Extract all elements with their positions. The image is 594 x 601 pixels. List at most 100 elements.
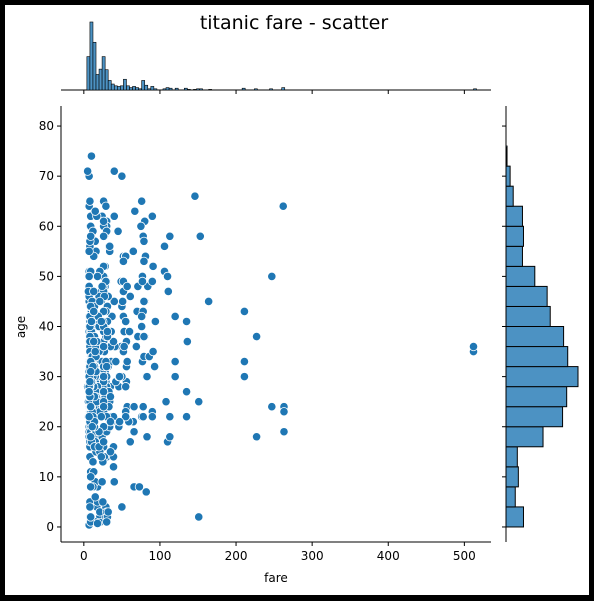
scatter-point	[121, 382, 131, 392]
y-tick-label: 50	[39, 269, 54, 283]
scatter-point	[118, 296, 128, 307]
y-tick-label: 60	[39, 219, 54, 233]
x-hist-bar	[165, 87, 170, 91]
scatter-point	[89, 286, 99, 297]
scatter-point	[102, 517, 112, 527]
scatter-point	[85, 502, 95, 512]
y-hist-bar	[505, 466, 519, 488]
scatter-point	[137, 196, 147, 206]
scatter-point	[85, 196, 95, 206]
scatter-point	[251, 331, 262, 342]
marginal-y-histogram	[502, 106, 579, 542]
scatter-point	[159, 241, 170, 251]
scatter-point	[97, 477, 107, 487]
x-hist-bar	[104, 69, 109, 91]
y-hist-bar	[505, 446, 518, 468]
scatter-point	[99, 387, 109, 397]
scatter-point	[161, 397, 171, 407]
scatter-point	[101, 201, 111, 211]
y-hist-bar	[505, 486, 516, 508]
x-hist-bar	[174, 87, 179, 91]
scatter-point	[109, 211, 119, 221]
scatter-point	[84, 412, 94, 422]
scatter-point	[142, 432, 152, 442]
scatter-point	[129, 402, 139, 412]
scatter-point	[128, 246, 138, 256]
x-hist-bar	[254, 88, 258, 91]
scatter-point	[92, 271, 103, 281]
scatter-point	[136, 221, 146, 231]
x-axis-label: fare	[264, 571, 288, 585]
x-hist-bar	[153, 88, 158, 91]
scatter-point	[99, 216, 109, 226]
x-hist-bar	[123, 78, 127, 91]
y-tick-label: 20	[39, 420, 54, 434]
y-hist-bar	[505, 406, 564, 428]
x-hist-bar	[183, 87, 188, 91]
scatter-point	[86, 482, 96, 492]
y-hist-bar	[505, 506, 524, 528]
x-hist-bar	[129, 87, 133, 91]
scatter-point	[109, 477, 119, 487]
y-tick-label: 30	[39, 370, 54, 384]
y-hist-bar	[505, 225, 524, 247]
y-hist-bar	[505, 265, 536, 287]
scatter-point	[267, 402, 277, 412]
scatter-point	[105, 392, 116, 402]
scatter-point	[150, 316, 160, 327]
scatter-point	[239, 306, 250, 317]
scatter-point	[181, 412, 192, 422]
scatter-point	[139, 331, 149, 342]
figure: titanic fare - scatter 0 100 200 300 400 500 0…	[5, 5, 589, 595]
scatter-point	[105, 447, 116, 457]
scatter-point	[170, 356, 180, 367]
scatter-point	[190, 191, 200, 201]
scatter-point	[105, 417, 116, 427]
scatter-point	[131, 341, 141, 352]
scatter-point	[148, 261, 158, 271]
scatter-point	[239, 356, 250, 367]
scatter-point	[139, 256, 149, 266]
scatter-point	[137, 311, 147, 322]
y-hist-bar	[505, 426, 544, 448]
scatter-point	[163, 286, 173, 297]
x-hist-bar	[187, 89, 191, 91]
x-hist-bar	[89, 21, 94, 91]
scatter-point	[170, 372, 180, 382]
scatter-point	[139, 296, 149, 307]
y-tick-label: 70	[39, 169, 54, 183]
x-hist-bar	[208, 89, 212, 91]
scatter-point	[86, 367, 96, 377]
scatter-point	[138, 402, 148, 412]
scatter-point	[204, 296, 214, 307]
y-hist-bar	[505, 185, 514, 207]
scatter-point	[84, 271, 94, 281]
scatter-point	[130, 206, 140, 216]
x-hist-bar	[92, 41, 97, 91]
scatter-point	[251, 432, 262, 442]
scatter-point	[267, 271, 277, 281]
scatter-point	[137, 321, 147, 332]
x-hist-bar	[141, 80, 146, 91]
scatter-point	[90, 346, 100, 357]
x-hist-bar	[135, 87, 139, 91]
scatter-point	[194, 512, 204, 522]
scatter-point	[103, 507, 113, 517]
scatter-point	[102, 326, 113, 337]
scatter-point	[108, 336, 119, 347]
scatter-point	[121, 316, 131, 327]
scatter-point	[97, 281, 107, 292]
scatter-point	[162, 271, 173, 281]
x-hist-bar	[269, 88, 273, 91]
scatter-point	[147, 211, 157, 221]
scatter-point	[137, 276, 148, 287]
scatter-point	[121, 412, 131, 422]
scatter-point	[108, 462, 119, 472]
x-hist-bar	[138, 88, 142, 91]
x-hist-bar	[196, 88, 200, 91]
y-hist-bar	[505, 245, 523, 267]
scatter-point	[165, 432, 175, 442]
scatter-point	[115, 372, 125, 382]
scatter-point	[279, 427, 289, 437]
scatter-point	[125, 437, 135, 447]
